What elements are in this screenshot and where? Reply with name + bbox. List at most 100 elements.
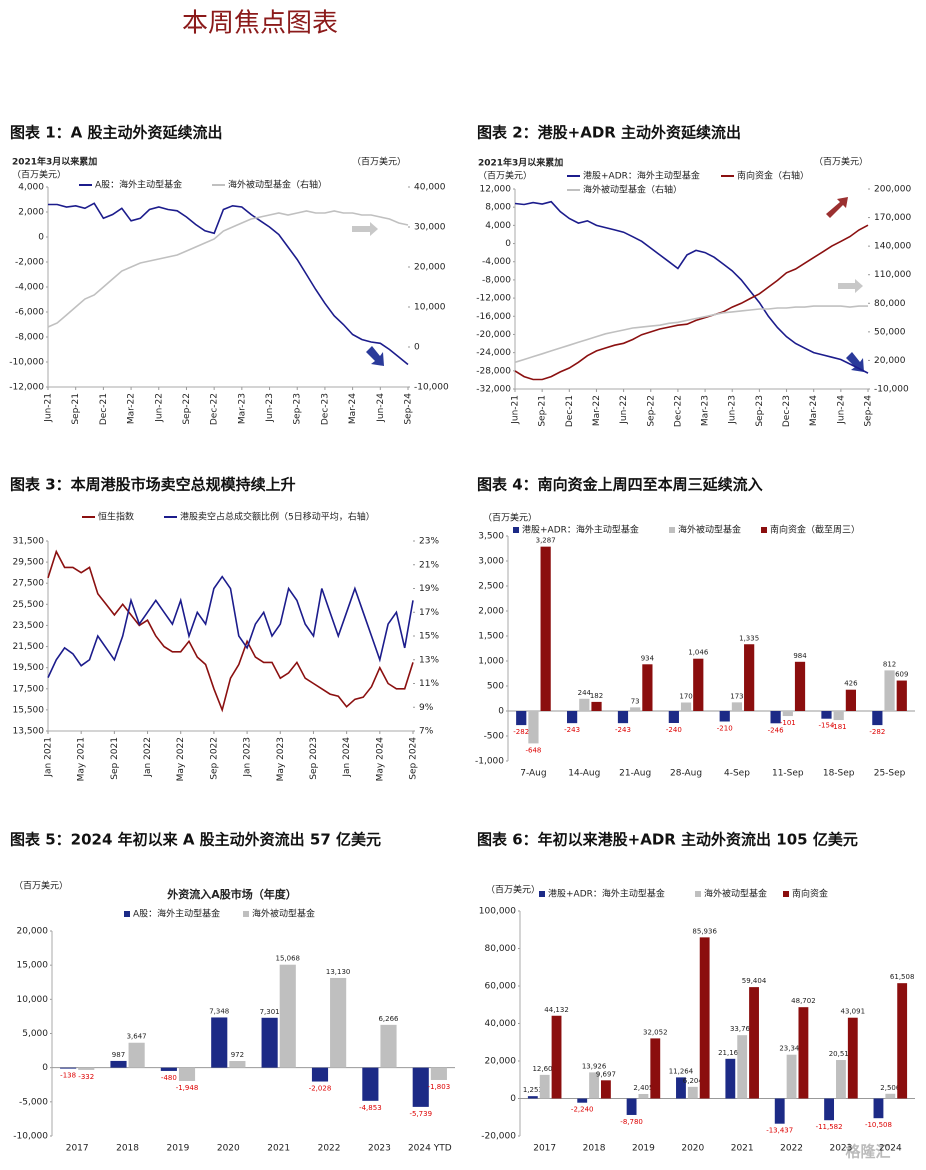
value-label: 987 (112, 1051, 125, 1059)
y-tick-label: -12,000 (476, 294, 511, 304)
bar (885, 1093, 896, 1099)
x-tick-label: Mar-23 (701, 395, 711, 426)
y-tick-label: -10,000 (13, 1132, 48, 1142)
bar (786, 1054, 797, 1099)
x-tick-label: 4-Sep (724, 769, 750, 779)
value-label: 11,264 (669, 1067, 694, 1075)
value-label: 812 (883, 660, 896, 668)
chart-subtitle: 2021年3月以来累加 (12, 156, 97, 168)
value-label: -8,780 (620, 1118, 643, 1126)
bar (824, 1098, 835, 1121)
x-tick-label: 14-Aug (568, 769, 600, 779)
x-tick-label: Jan 2022 (143, 737, 153, 778)
y-tick-label: -12,000 (9, 383, 44, 393)
y-tick-label: 2,000 (478, 607, 504, 617)
value-label: 3,647 (127, 1033, 147, 1041)
bar (528, 711, 539, 744)
x-tick-label: 25-Sep (874, 769, 906, 779)
bar (687, 1086, 698, 1099)
value-label: 1,046 (688, 649, 709, 657)
x-tick-label: Sep 2021 (110, 737, 120, 780)
x-tick-label: Dec-21 (565, 395, 575, 427)
x-tick-label: 2022 (318, 1144, 341, 1154)
y-tick-label: 3,000 (478, 557, 504, 567)
y2-tick-label: 19% (419, 584, 439, 594)
value-label: 2,506 (880, 1084, 901, 1092)
x-tick-label: Sep-21 (538, 395, 548, 427)
chart-title: 图表 2：港股+ADR 主动外资延续流出 (477, 124, 741, 142)
bar (798, 1007, 809, 1099)
bar (430, 1067, 447, 1080)
y-tick-label: 40,000 (485, 1019, 517, 1029)
value-label: 13,926 (582, 1062, 607, 1070)
y2-tick-label: 20,000 (414, 263, 446, 273)
bar (821, 711, 832, 719)
y-tick-label: 29,500 (13, 558, 45, 568)
value-label: 9,697 (596, 1070, 616, 1078)
y-tick-label: 15,500 (13, 705, 45, 715)
y-tick-label: 31,500 (13, 537, 45, 547)
arrow (366, 346, 384, 366)
x-tick-label: 2020 (217, 1144, 240, 1154)
x-tick-label: Mar-24 (809, 395, 819, 426)
y-tick-label: -20,000 (481, 1132, 516, 1142)
value-label: -1,948 (176, 1084, 199, 1092)
bar (676, 1077, 686, 1099)
bar (731, 702, 743, 711)
x-tick-label: Sep-23 (293, 393, 303, 425)
y-tick-label: -500 (484, 732, 505, 742)
value-label: -13,437 (766, 1127, 793, 1135)
x-tick-label: Sep-21 (71, 393, 81, 425)
value-label: 1,335 (739, 634, 759, 642)
value-label: -210 (717, 725, 733, 733)
y2-tick-label: 80,000 (874, 299, 906, 309)
bar (539, 1074, 550, 1099)
x-tick-label: Dec-22 (210, 393, 220, 425)
y2-tick-label: -10,000 (414, 383, 449, 393)
x-tick-label: 2019 (632, 1144, 655, 1154)
legend-swatch (761, 527, 767, 533)
x-tick-label: 2022 (780, 1144, 803, 1154)
value-label: 1,253 (523, 1086, 543, 1094)
value-label: 61,508 (890, 973, 915, 981)
chart-title: 图表 6：年初以来港股+ADR 主动外资流出 105 亿美元 (477, 831, 858, 849)
bar (60, 1067, 77, 1069)
legend-label: 南向资金 (792, 888, 828, 900)
series-line (48, 202, 409, 366)
y-tick-label: -28,000 (476, 366, 511, 376)
x-tick-label: Jun-24 (376, 393, 386, 423)
y2-tick-label: 200,000 (874, 185, 911, 195)
bar (279, 964, 296, 1068)
chart-subtitle: 外资流入A股市场（年度） (166, 887, 297, 901)
x-tick-label: 11-Sep (772, 769, 804, 779)
bar (845, 689, 857, 711)
y-tick-label: 80,000 (485, 944, 517, 954)
y-tick-label: 15,000 (17, 961, 49, 971)
y-tick-label: 20,000 (17, 927, 49, 937)
value-label: -4,853 (359, 1104, 382, 1112)
legend-label: 海外被动型基金（右轴） (583, 184, 682, 196)
y-tick-label: 0 (510, 1094, 516, 1104)
bar (540, 546, 551, 711)
bar (897, 983, 908, 1099)
y-axis-label: （百万美元） (483, 512, 537, 524)
bar (128, 1042, 145, 1068)
x-tick-label: Sep-24 (404, 393, 414, 425)
value-label: -2,240 (571, 1106, 594, 1114)
bar (110, 1060, 127, 1068)
y-tick-label: -4,000 (15, 283, 44, 293)
legend-swatch (243, 911, 249, 917)
y2-tick-label: 23% (419, 537, 439, 547)
y-tick-label: -20,000 (476, 330, 511, 340)
y-axis-label: （百万美元） (486, 884, 540, 896)
y-tick-label: -4,000 (482, 257, 511, 267)
legend-label: 港股+ADR：海外主动型基金 (548, 888, 665, 900)
x-tick-label: Jun-21 (44, 393, 54, 423)
bar (527, 1096, 538, 1099)
series-line (47, 575, 414, 678)
chart-title: 图表 5：2024 年初以来 A 股主动外资流出 57 亿美元 (10, 831, 381, 849)
y-tick-label: -8,000 (482, 275, 511, 285)
value-label: -243 (564, 726, 580, 734)
value-label: 20,519 (829, 1050, 854, 1058)
x-tick-label: May 2022 (176, 737, 186, 781)
